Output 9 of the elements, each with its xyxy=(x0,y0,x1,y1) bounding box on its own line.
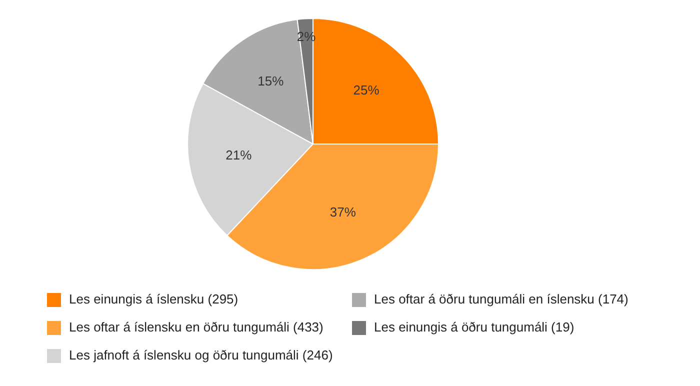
legend-label: Les einungis á öðru tungumáli (19) xyxy=(374,320,574,335)
legend-label: Les einungis á íslensku (295) xyxy=(69,292,238,307)
legend-label: Les oftar á öðru tungumáli en íslensku (174) xyxy=(374,292,628,307)
data-label: 37% xyxy=(330,204,356,220)
legend-label: Les oftar á íslensku en öðru tungumáli (433) xyxy=(69,320,324,335)
data-label: 25% xyxy=(353,82,380,98)
legend-label: Les jafnoft á íslensku og öðru tungumáli (246) xyxy=(69,348,333,363)
data-label: 21% xyxy=(226,147,252,162)
data-label: 15% xyxy=(258,73,284,88)
